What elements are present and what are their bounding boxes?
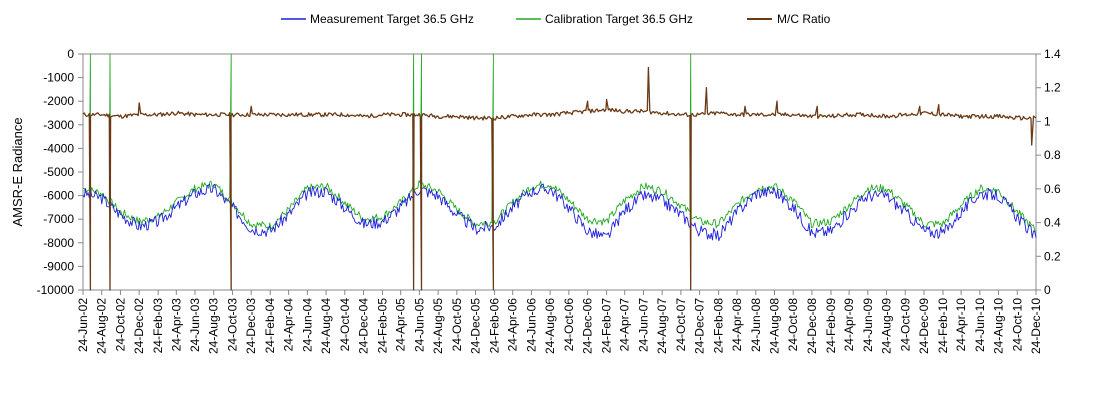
y2-tick-label: 0.6 bbox=[1044, 182, 1061, 196]
y-tick-label: -8000 bbox=[43, 236, 74, 250]
x-tick-label: 24-Jun-02 bbox=[76, 298, 90, 352]
x-tick-label: 24-Dec-07 bbox=[693, 298, 707, 354]
y2-tick-label: 0 bbox=[1044, 283, 1051, 297]
y-tick-label: -6000 bbox=[43, 189, 74, 203]
x-tick-label: 24-Dec-05 bbox=[469, 298, 483, 354]
x-tick-label: 24-Feb-07 bbox=[600, 298, 614, 354]
x-tick-label: 24-Aug-05 bbox=[431, 298, 445, 354]
x-tick-label: 24-Dec-06 bbox=[581, 298, 595, 354]
y-tick-label: -10000 bbox=[37, 283, 75, 297]
x-tick-label: 24-Oct-06 bbox=[562, 298, 576, 352]
x-tick-label: 24-Oct-02 bbox=[113, 298, 127, 352]
plot-area bbox=[82, 53, 1037, 291]
y-tick-label: -3000 bbox=[43, 118, 74, 132]
x-tick-label: 24-Jun-08 bbox=[749, 298, 763, 352]
x-tick-label: 24-Oct-03 bbox=[225, 298, 239, 352]
x-tick-label: 24-Jun-09 bbox=[861, 298, 875, 352]
right-axis: 1.4 1.2 1 0.8 0.6 0.4 0.2 0 bbox=[1036, 47, 1061, 297]
x-tick-label: 24-Feb-03 bbox=[151, 298, 165, 354]
x-tick-label: 24-Dec-02 bbox=[132, 298, 146, 354]
x-tick-label: 24-Jun-06 bbox=[524, 298, 538, 352]
x-tick-label: 24-Feb-10 bbox=[936, 298, 950, 354]
series-line-0 bbox=[82, 183, 1037, 242]
legend-label-calibration: Calibration Target 36.5 GHz bbox=[545, 12, 693, 26]
x-tick-label: 24-Feb-04 bbox=[263, 298, 277, 354]
y-tick-label: -7000 bbox=[43, 212, 74, 226]
x-tick-label: 24-Oct-07 bbox=[674, 298, 688, 352]
y-tick-label: -1000 bbox=[43, 71, 74, 85]
series-layer bbox=[82, 53, 1037, 291]
x-tick-label: 24-Dec-09 bbox=[917, 298, 931, 354]
y-tick-label: -5000 bbox=[43, 165, 74, 179]
x-tick-label: 24-Oct-10 bbox=[1010, 298, 1024, 352]
x-tick-label: 24-Jun-03 bbox=[188, 298, 202, 352]
x-tick-label: 24-Apr-10 bbox=[954, 298, 968, 352]
y2-tick-label: 0.2 bbox=[1044, 249, 1061, 263]
x-tick-label: 24-Oct-09 bbox=[898, 298, 912, 352]
x-tick-label: 24-Aug-02 bbox=[95, 298, 109, 354]
x-tick-label: 24-Feb-08 bbox=[712, 298, 726, 354]
x-tick-label: 24-Apr-08 bbox=[730, 298, 744, 352]
x-tick-label: 24-Dec-08 bbox=[805, 298, 819, 354]
x-tick-label: 24-Jun-10 bbox=[973, 298, 987, 352]
x-tick-label: 24-Jun-07 bbox=[636, 298, 650, 352]
x-tick-label: 24-Oct-08 bbox=[786, 298, 800, 352]
x-tick-label: 24-Dec-04 bbox=[357, 298, 371, 354]
y-axis-title: AMSR-E Radiance bbox=[10, 117, 25, 226]
y2-tick-label: 0.4 bbox=[1044, 216, 1061, 230]
legend-label-ratio: M/C Ratio bbox=[777, 12, 831, 26]
x-tick-label: 24-Aug-04 bbox=[319, 298, 333, 354]
x-tick-label: 24-Apr-05 bbox=[394, 298, 408, 352]
y-tick-label: -4000 bbox=[43, 141, 74, 155]
x-tick-label: 24-Oct-05 bbox=[450, 298, 464, 352]
x-tick-label: 24-Jun-05 bbox=[412, 298, 426, 352]
y-tick-label: 0 bbox=[67, 47, 74, 61]
y2-tick-label: 1 bbox=[1044, 114, 1051, 128]
x-tick-label: 24-Feb-09 bbox=[824, 298, 838, 354]
x-tick-label: 24-Aug-06 bbox=[543, 298, 557, 354]
y-tick-label: -2000 bbox=[43, 94, 74, 108]
legend-label-measurement: Measurement Target 36.5 GHz bbox=[310, 12, 474, 26]
x-tick-label: 24-Aug-03 bbox=[207, 298, 221, 354]
x-tick-label: 24-Feb-05 bbox=[376, 298, 390, 354]
legend: Measurement Target 36.5 GHz Calibration … bbox=[281, 12, 831, 26]
x-tick-label: 24-Apr-07 bbox=[618, 298, 632, 352]
x-tick-label: 24-Dec-03 bbox=[244, 298, 258, 354]
y2-tick-label: 1.4 bbox=[1044, 47, 1061, 61]
series-line-1 bbox=[82, 53, 1037, 232]
x-axis: 24-Jun-02 24-Aug-02 24-Oct-02 24-Dec-02 24-F… bbox=[76, 290, 1043, 354]
x-tick-label: 24-Oct-04 bbox=[338, 298, 352, 352]
y2-tick-label: 0.8 bbox=[1044, 148, 1061, 162]
y2-tick-label: 1.2 bbox=[1044, 81, 1061, 95]
x-tick-label: 24-Aug-07 bbox=[655, 298, 669, 354]
series-line-2 bbox=[82, 66, 1037, 291]
x-tick-label: 24-Aug-10 bbox=[992, 298, 1006, 354]
x-tick-label: 24-Aug-09 bbox=[880, 298, 894, 354]
x-tick-label: 24-Dec-10 bbox=[1029, 298, 1043, 354]
x-tick-label: 24-Apr-06 bbox=[506, 298, 520, 352]
y-tick-label: -9000 bbox=[43, 259, 74, 273]
x-tick-label: 24-Apr-09 bbox=[842, 298, 856, 352]
x-tick-label: 24-Aug-08 bbox=[768, 298, 782, 354]
x-tick-label: 24-Apr-04 bbox=[282, 298, 296, 352]
x-tick-label: 24-Jun-04 bbox=[300, 298, 314, 352]
left-axis: 0 -1000 -2000 -3000 -4000 -5000 -6000 -7000 -800… bbox=[37, 47, 83, 297]
x-tick-label: 24-Feb-06 bbox=[488, 298, 502, 354]
x-tick-label: 24-Apr-03 bbox=[169, 298, 183, 352]
